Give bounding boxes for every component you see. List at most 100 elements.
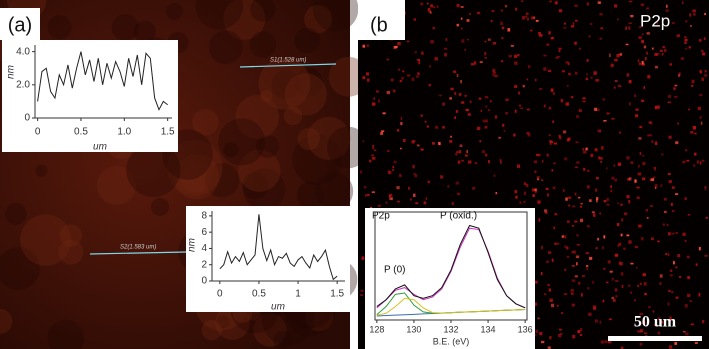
texture <box>704 12 706 16</box>
texture <box>621 284 624 288</box>
y-axis-label: nm <box>187 238 198 252</box>
texture <box>258 57 311 110</box>
texture <box>307 116 351 161</box>
texture <box>619 53 623 56</box>
texture <box>388 195 392 199</box>
texture <box>606 197 609 202</box>
texture <box>387 150 390 152</box>
texture <box>553 226 556 230</box>
texture <box>651 237 654 241</box>
texture <box>540 34 543 37</box>
texture <box>668 345 673 349</box>
texture <box>581 275 585 277</box>
texture <box>684 239 687 243</box>
texture <box>572 334 576 339</box>
texture <box>579 47 581 50</box>
texture <box>315 172 354 211</box>
texture <box>586 225 590 228</box>
texture <box>654 168 656 171</box>
texture <box>592 305 597 309</box>
texture <box>597 237 600 241</box>
texture <box>180 162 212 193</box>
texture <box>568 72 571 76</box>
texture <box>450 87 454 91</box>
y-tick-label: 2.0 <box>16 79 30 90</box>
texture <box>663 210 667 214</box>
texture <box>699 93 703 97</box>
texture <box>596 198 598 203</box>
texture <box>484 40 487 43</box>
texture <box>646 32 650 35</box>
texture <box>454 116 456 119</box>
texture <box>650 204 653 207</box>
texture <box>560 98 564 103</box>
texture <box>635 114 639 118</box>
texture <box>126 142 181 198</box>
texture <box>684 304 688 308</box>
texture <box>373 149 377 151</box>
texture <box>572 205 576 208</box>
texture <box>501 26 505 30</box>
texture <box>484 51 487 56</box>
texture <box>490 100 492 103</box>
texture <box>646 216 649 219</box>
texture <box>294 27 320 54</box>
texture <box>705 216 708 219</box>
texture <box>648 121 652 124</box>
texture <box>648 306 651 309</box>
texture <box>242 172 269 200</box>
texture <box>499 158 502 162</box>
texture <box>698 293 701 297</box>
texture <box>526 78 529 81</box>
texture <box>493 71 496 75</box>
texture <box>659 282 662 285</box>
texture <box>538 34 542 37</box>
texture <box>549 336 552 340</box>
texture <box>407 186 411 190</box>
texture <box>668 180 672 184</box>
x-tick-label: 0.5 <box>74 127 88 138</box>
texture <box>630 262 634 265</box>
texture <box>605 167 608 170</box>
texture <box>547 284 550 287</box>
texture <box>608 318 612 321</box>
texture <box>605 281 609 284</box>
texture <box>397 68 401 71</box>
texture <box>673 87 676 91</box>
texture <box>680 57 684 60</box>
texture <box>690 323 695 326</box>
texture <box>704 187 707 191</box>
texture <box>579 334 583 336</box>
texture <box>526 108 530 111</box>
texture <box>501 37 504 39</box>
texture <box>674 193 679 195</box>
texture <box>547 193 549 197</box>
texture <box>466 38 469 41</box>
texture <box>700 121 703 125</box>
panel-label: (b <box>370 14 388 36</box>
texture <box>392 165 395 169</box>
x-tick-label: 134 <box>481 324 496 334</box>
texture <box>413 172 416 176</box>
texture <box>617 202 619 205</box>
texture <box>556 304 559 307</box>
texture <box>450 135 453 138</box>
texture <box>469 13 471 16</box>
texture <box>415 202 419 205</box>
texture <box>535 78 537 82</box>
texture <box>652 176 656 179</box>
texture <box>539 87 543 90</box>
texture <box>412 164 415 169</box>
texture <box>617 162 621 166</box>
texture <box>362 44 366 48</box>
texture <box>661 53 664 56</box>
texture <box>518 91 520 95</box>
texture <box>523 200 526 203</box>
texture <box>570 292 574 295</box>
y-tick-label: 6 <box>201 227 207 238</box>
texture <box>505 98 509 102</box>
texture <box>628 240 632 244</box>
texture <box>661 320 664 324</box>
texture <box>614 253 619 257</box>
texture <box>576 115 579 119</box>
